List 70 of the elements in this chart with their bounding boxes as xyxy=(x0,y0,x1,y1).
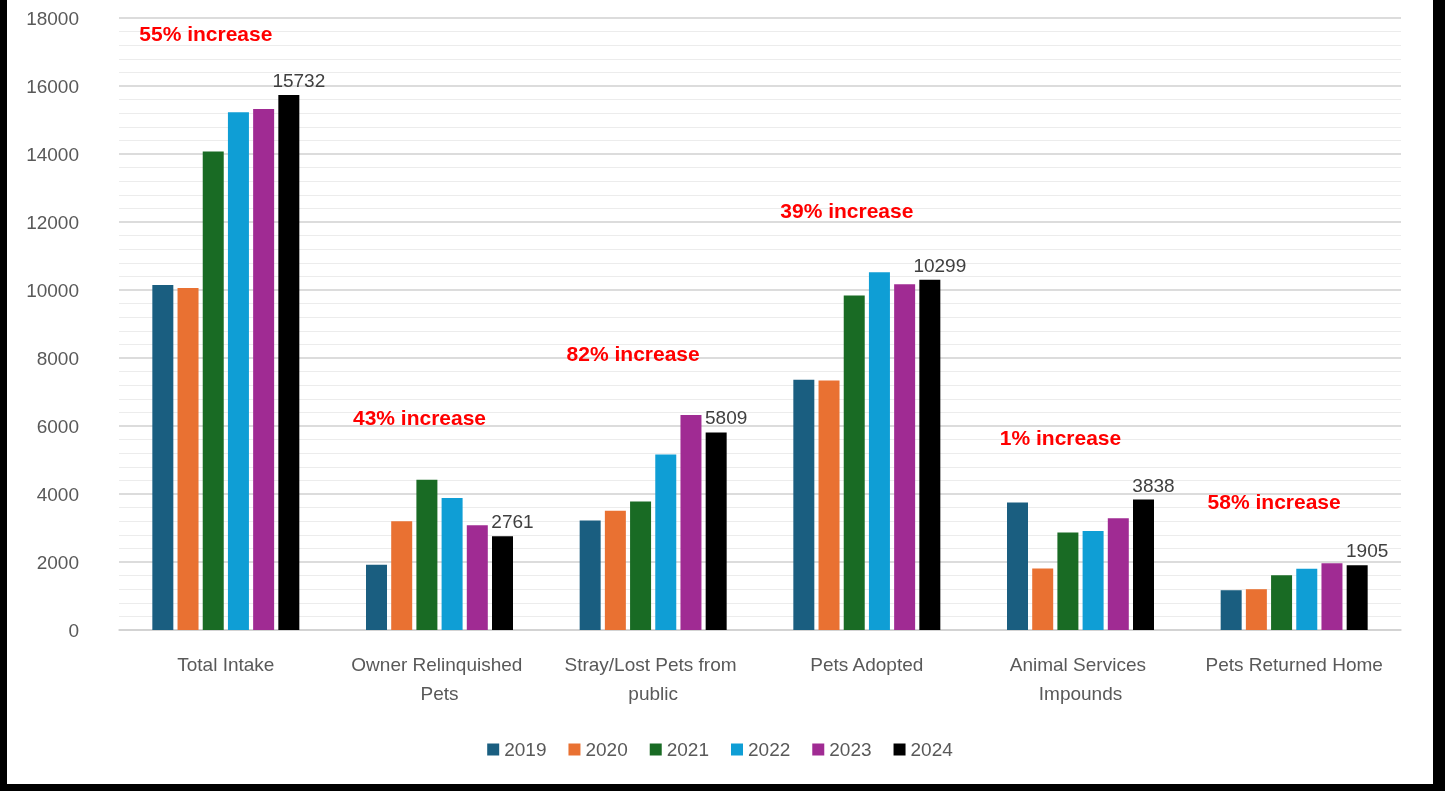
data-label: 2761 xyxy=(491,511,534,533)
bar xyxy=(366,564,387,630)
bar xyxy=(630,501,652,630)
legend-label: 2019 xyxy=(504,739,547,760)
annotation: 39% increase xyxy=(780,198,914,222)
bar xyxy=(1007,502,1028,630)
bar xyxy=(1057,532,1079,630)
legend-label: 2022 xyxy=(748,739,791,760)
bar xyxy=(604,510,626,630)
y-tick-label: 2000 xyxy=(36,551,79,573)
y-tick-label: 8000 xyxy=(36,347,79,369)
bar xyxy=(227,112,249,630)
bar xyxy=(1107,518,1129,630)
x-tick-label: Pets Adopted xyxy=(810,654,924,675)
x-tick-label: Total Intake xyxy=(177,654,275,675)
bar xyxy=(818,380,840,630)
bar xyxy=(1346,565,1368,630)
bar xyxy=(1245,589,1267,630)
bar xyxy=(416,479,438,630)
y-tick-label: 18000 xyxy=(26,7,79,29)
data-label: 15732 xyxy=(272,70,326,92)
bar xyxy=(793,379,815,630)
bar xyxy=(253,109,275,630)
annotation: 58% increase xyxy=(1207,489,1341,513)
bar xyxy=(894,284,916,630)
y-tick-label: 6000 xyxy=(36,415,79,437)
annotation: 55% increase xyxy=(139,21,273,45)
data-label: 10299 xyxy=(913,254,967,276)
y-tick-label: 12000 xyxy=(26,211,79,233)
bar xyxy=(177,287,199,630)
bar xyxy=(278,95,300,630)
bar xyxy=(1032,568,1054,630)
x-tick-label: Owner Relinquished Pets xyxy=(351,654,528,704)
bar xyxy=(680,415,702,630)
bar xyxy=(843,295,865,630)
bar xyxy=(919,279,941,630)
legend-label: 2020 xyxy=(585,739,628,760)
x-tick-label: Animal Services Impounds xyxy=(1009,654,1152,704)
x-tick-label: Stray/Lost Pets from public xyxy=(564,654,742,704)
y-tick-label: 10000 xyxy=(26,279,79,301)
annotation: 43% increase xyxy=(352,406,487,430)
legend-label: 2021 xyxy=(666,739,710,760)
bar xyxy=(152,284,174,630)
bar xyxy=(492,536,513,630)
bar xyxy=(1296,568,1318,630)
bar xyxy=(1082,531,1104,630)
annotation: 1% increase xyxy=(999,426,1122,450)
y-tick-label: 16000 xyxy=(26,75,79,97)
legend-label: 2023 xyxy=(829,739,872,760)
bar xyxy=(579,520,601,630)
data-label: 5809 xyxy=(705,407,748,429)
annotation: 82% increase xyxy=(566,341,700,365)
y-tick-label: 0 xyxy=(68,619,79,641)
data-label: 1905 xyxy=(1346,540,1389,562)
bar xyxy=(1220,590,1242,630)
bar xyxy=(1133,499,1154,630)
bar xyxy=(391,521,413,630)
bar xyxy=(1321,563,1343,630)
bar xyxy=(1271,575,1293,630)
bar xyxy=(202,151,224,630)
bar xyxy=(705,432,727,630)
data-label: 3838 xyxy=(1132,474,1175,496)
y-tick-label: 14000 xyxy=(26,143,79,165)
y-tick-label: 4000 xyxy=(36,483,79,505)
bar xyxy=(466,525,488,630)
bar xyxy=(655,454,677,630)
bar xyxy=(868,272,890,630)
legend-label: 2024 xyxy=(910,739,954,760)
bar xyxy=(441,498,463,630)
x-tick-label: Pets Returned Home xyxy=(1205,654,1383,675)
